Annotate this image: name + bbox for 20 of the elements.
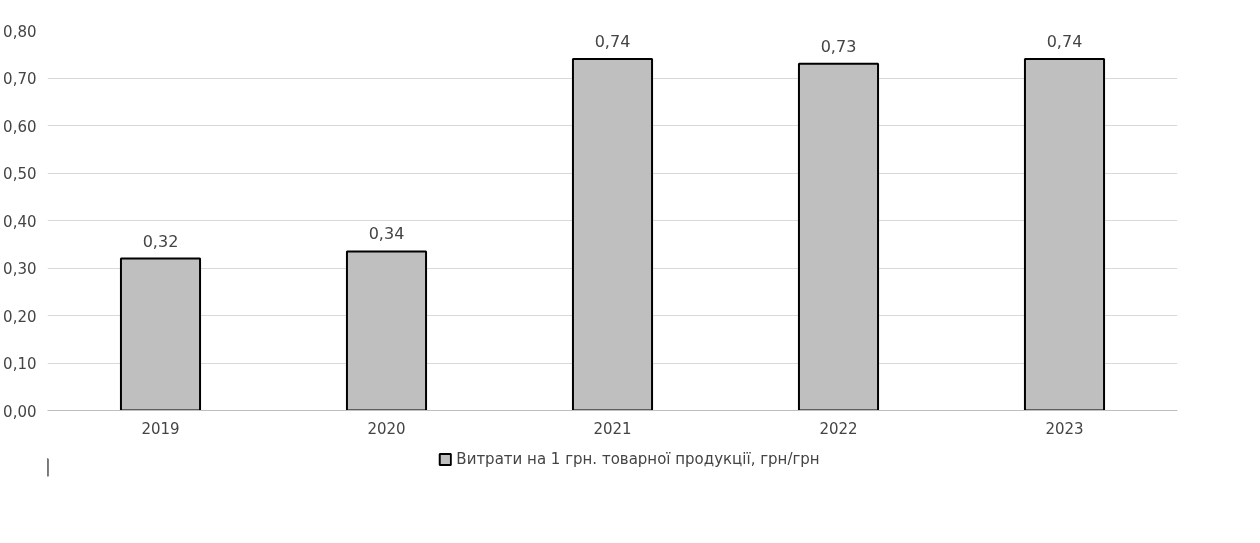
data-label: 0,34 [368,224,405,244]
y-tick-label: 0,30 [3,260,37,278]
y-tick-label: 0,20 [3,307,37,326]
x-tick-label: 2021 [593,419,632,438]
y-tick-label: 0,80 [3,22,37,41]
y-tick-label: 0,10 [3,355,37,373]
data-label: 0,74 [594,32,631,51]
data-label: 0,74 [1046,32,1083,51]
data-label: 0,32 [142,231,179,251]
y-tick-label: 0,40 [3,212,37,231]
x-tick-label: 2022 [819,419,858,438]
y-tick-label: 0,60 [3,117,37,136]
y-tick-label: 0,50 [3,165,37,183]
data-label: 0,73 [820,36,857,56]
legend-label: Витрати на 1 грн. товарної продукції, грн/грн [456,449,820,468]
y-tick-label: 0,70 [3,70,37,88]
x-tick-label: 2020 [367,419,406,438]
x-tick-label: 2023 [1045,419,1084,438]
x-tick-label: 2019 [141,419,180,438]
y-tick-label: 0,00 [3,402,37,421]
